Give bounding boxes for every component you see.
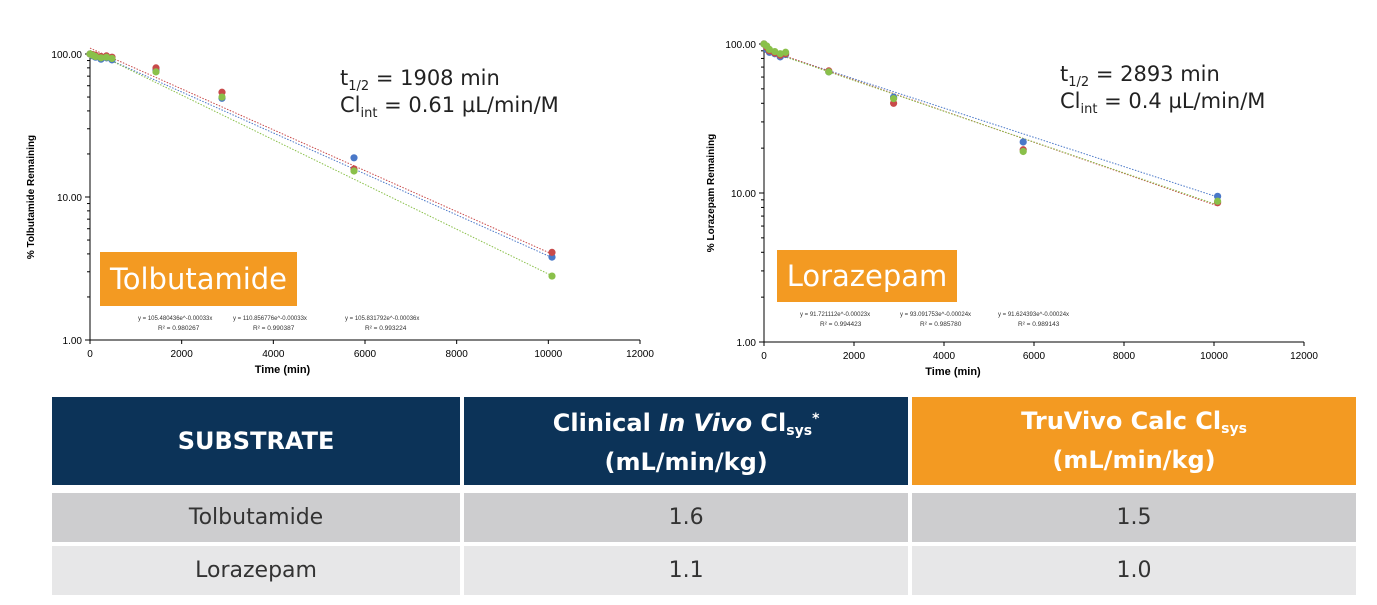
- data-point: [825, 68, 833, 76]
- clint-text: Clint = 0.4 µL/min/M: [1060, 89, 1265, 117]
- half-life-text: t1/2 = 1908 min: [340, 66, 500, 94]
- data-point: [1214, 192, 1222, 200]
- table-row: Lorazepam 1.1 1.0: [52, 546, 1356, 595]
- cell-truvivo: 1.0: [912, 546, 1356, 595]
- data-point: [1019, 138, 1027, 146]
- x-tick-label: 4000: [933, 351, 956, 362]
- x-tick-label: 10000: [1200, 351, 1228, 362]
- y-tick-label: 10.00: [57, 193, 82, 204]
- fit-r-squared: R² = 0.994423: [820, 321, 862, 328]
- header-clinical-line1: Clinical In Vivo Clsys*: [552, 409, 820, 439]
- cell-substrate: Lorazepam: [52, 546, 461, 595]
- x-tick-label: 2000: [843, 351, 866, 362]
- y-axis-label: % Tolbutamide Remaining: [26, 135, 37, 259]
- header-truvivo-line1: TruVivo Calc Clsys: [1021, 407, 1247, 437]
- fit-line: [89, 50, 553, 259]
- drug-label: Tolbutamide: [109, 262, 287, 296]
- charts-area: 1.00 10.00 100.00 0 2000 4000 6000 8000 10000 120…: [26, 40, 1318, 378]
- fit-r-squared: R² = 0.989143: [1018, 321, 1060, 328]
- header-substrate-label: SUBSTRATE: [177, 426, 335, 455]
- x-tick-label: 6000: [1023, 351, 1046, 362]
- data-point: [91, 52, 100, 61]
- cell-truvivo: 1.5: [912, 493, 1356, 542]
- half-life-text: t1/2 = 2893 min: [1060, 62, 1220, 90]
- fit-line: [763, 49, 1218, 198]
- x-tick-label: 6000: [354, 349, 377, 360]
- data-point: [97, 54, 105, 62]
- data-point: [548, 272, 556, 280]
- fit-r-squared: R² = 0.980267: [158, 325, 200, 332]
- header-clinical-unit: (mL/min/kg): [604, 448, 768, 476]
- fit-equation: y = 110.856776e^-0.00033x: [233, 316, 307, 322]
- y-tick-label: 1.00: [737, 338, 757, 349]
- fit-r-squared: R² = 0.993224: [365, 325, 407, 332]
- x-tick-label: 12000: [1290, 351, 1318, 362]
- data-point: [108, 54, 116, 63]
- header-truvivo: TruVivo Calc Clsys (mL/min/kg): [912, 397, 1356, 485]
- drug-label-box: [100, 252, 297, 306]
- drug-label: Lorazepam: [787, 259, 948, 293]
- header-substrate: SUBSTRATE: [52, 397, 461, 485]
- fit-equation: y = 105.480436e^-0.00033x: [138, 316, 212, 322]
- header-clinical: Clinical In Vivo Clsys* (mL/min/kg): [464, 397, 909, 485]
- tolbutamide-chart: 1.00 10.00 100.00 0 2000 4000 6000 8000 10000 120…: [26, 47, 654, 376]
- data-point: [765, 45, 774, 53]
- x-axis-label: Time (min): [925, 366, 981, 378]
- data-point: [776, 50, 784, 58]
- clint-text: Clint = 0.61 µL/min/M: [340, 93, 559, 121]
- data-point: [890, 95, 898, 103]
- x-axis-label: Time (min): [255, 364, 311, 376]
- drug-label-box: [777, 250, 957, 302]
- header-truvivo-unit: (mL/min/kg): [1052, 446, 1216, 474]
- clearance-table: SUBSTRATE Clinical In Vivo Clsys* (mL/mi…: [48, 397, 1360, 595]
- fit-line: [763, 48, 1218, 207]
- cell-substrate: Tolbutamide: [52, 493, 461, 542]
- table-row: Tolbutamide 1.6 1.5: [52, 493, 1356, 542]
- data-point: [350, 167, 358, 175]
- x-tick-label: 0: [87, 349, 93, 360]
- x-tick-label: 12000: [626, 349, 654, 360]
- data-point: [102, 53, 111, 61]
- y-tick-label: 100.00: [725, 40, 756, 51]
- y-tick-label: 10.00: [731, 189, 756, 200]
- x-tick-label: 4000: [262, 349, 285, 360]
- data-point: [548, 248, 556, 256]
- x-tick-label: 10000: [534, 349, 562, 360]
- data-point: [771, 47, 779, 56]
- data-point: [350, 154, 358, 162]
- data-point: [782, 48, 790, 56]
- fit-line: [763, 49, 1218, 206]
- y-tick-label: 100.00: [51, 50, 82, 61]
- fit-equation: y = 91.721112e^-0.00023x: [800, 312, 870, 318]
- fit-equation: y = 91.624393e^-0.00024x: [998, 312, 1069, 318]
- y-axis-label: % Lorazepam Remaining: [706, 134, 717, 252]
- data-point: [1019, 147, 1027, 156]
- table-header-row: SUBSTRATE Clinical In Vivo Clsys* (mL/mi…: [52, 397, 1356, 485]
- x-tick-label: 8000: [446, 349, 469, 360]
- data-point: [1214, 197, 1222, 205]
- data-point: [152, 68, 160, 76]
- cell-clinical: 1.1: [464, 546, 909, 595]
- fit-line: [89, 47, 553, 255]
- x-tick-label: 8000: [1113, 351, 1136, 362]
- cell-clinical: 1.6: [464, 493, 909, 542]
- x-tick-label: 0: [761, 351, 767, 362]
- y-tick-label: 1.00: [63, 336, 83, 347]
- fit-r-squared: R² = 0.990387: [253, 325, 295, 332]
- data-point: [218, 93, 226, 101]
- x-tick-label: 2000: [171, 349, 194, 360]
- fit-equation: y = 93.091753e^-0.00024x: [900, 312, 971, 318]
- fit-equation: y = 105.831792e^-0.00036x: [345, 316, 419, 322]
- fit-r-squared: R² = 0.985780: [920, 321, 962, 328]
- lorazepam-chart: 1.00 10.00 100.00 0 2000 4000 6000 8000 10000 120…: [706, 40, 1318, 378]
